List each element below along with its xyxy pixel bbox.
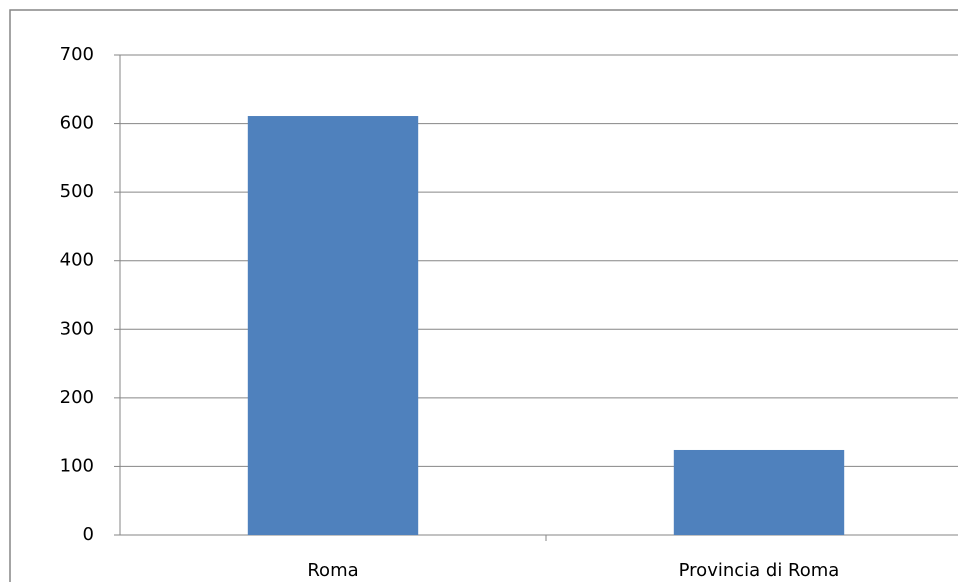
y-tick-label: 100 (60, 455, 94, 476)
y-tick-label: 0 (83, 524, 94, 545)
y-tick-label: 200 (60, 387, 94, 408)
x-tick-label: Roma (307, 560, 358, 581)
y-tick-label: 600 (60, 113, 94, 134)
y-tick-label: 500 (60, 181, 94, 202)
y-tick-label: 400 (60, 250, 94, 271)
bar (673, 449, 845, 535)
x-tick-label: Provincia di Roma (679, 560, 840, 581)
bar (247, 116, 419, 536)
y-tick-label: 700 (60, 44, 94, 65)
y-tick-label: 300 (60, 318, 94, 339)
